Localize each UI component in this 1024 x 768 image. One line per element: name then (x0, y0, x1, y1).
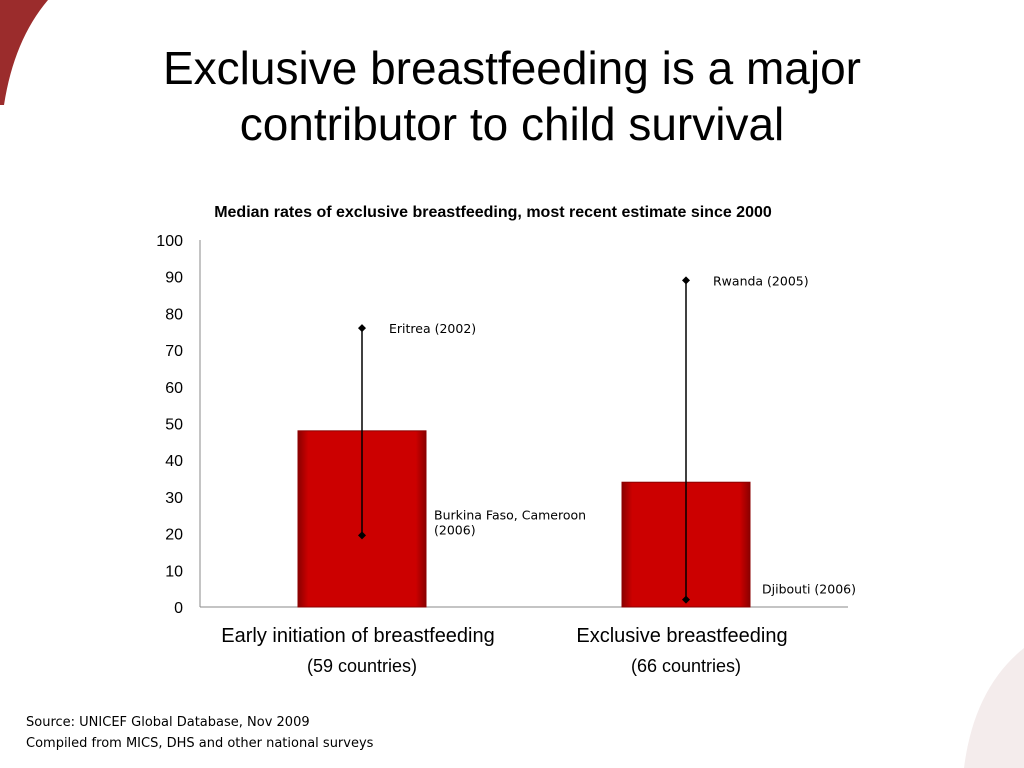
x-category-label: Exclusive breastfeeding (576, 625, 787, 647)
y-tick-label: 80 (165, 306, 183, 323)
range-min-marker-1 (358, 531, 366, 540)
y-tick-label: 20 (165, 527, 183, 544)
range-min-marker-2 (682, 595, 690, 604)
slide-title-line-1: Exclusive breastfeeding is a major (163, 42, 861, 94)
x-category-sublabel: (59 countries) (307, 656, 417, 676)
range-max-marker-1 (358, 324, 366, 333)
range-min-label-1: Burkina Faso, Cameroon (434, 507, 586, 522)
y-tick-label: 50 (165, 417, 183, 434)
y-tick-label: 40 (165, 453, 183, 470)
range-min-label-2: Djibouti (2006) (762, 582, 856, 597)
slide-title-line-2: contributor to child survival (239, 98, 785, 150)
range-max-label-2: Rwanda (2005) (713, 273, 809, 288)
range-max-label-1: Eritrea (2002) (389, 321, 476, 336)
source-line-2: Compiled from MICS, DHS and other nation… (26, 736, 374, 751)
y-tick-label: 10 (165, 563, 183, 580)
x-category-sublabel: (66 countries) (631, 656, 741, 676)
y-tick-label: 30 (165, 490, 183, 507)
range-min-label-1: (2006) (434, 522, 476, 537)
source-note: Source: UNICEF Global Database, Nov 2009… (26, 712, 373, 754)
source-line-1: Source: UNICEF Global Database, Nov 2009 (26, 715, 310, 730)
breastfeeding-range-chart: Median rates of exclusive breastfeeding,… (156, 204, 856, 676)
range-max-marker-2 (682, 276, 690, 285)
y-tick-label: 100 (156, 233, 183, 250)
y-tick-label: 90 (165, 270, 183, 287)
y-tick-label: 0 (174, 600, 183, 617)
slide-title: Exclusive breastfeeding is a major contr… (60, 40, 964, 152)
x-category-label: Early initiation of breastfeeding (221, 625, 495, 647)
chart-title: Median rates of exclusive breastfeeding,… (214, 204, 772, 221)
y-tick-label: 70 (165, 343, 183, 360)
y-tick-label: 60 (165, 380, 183, 397)
